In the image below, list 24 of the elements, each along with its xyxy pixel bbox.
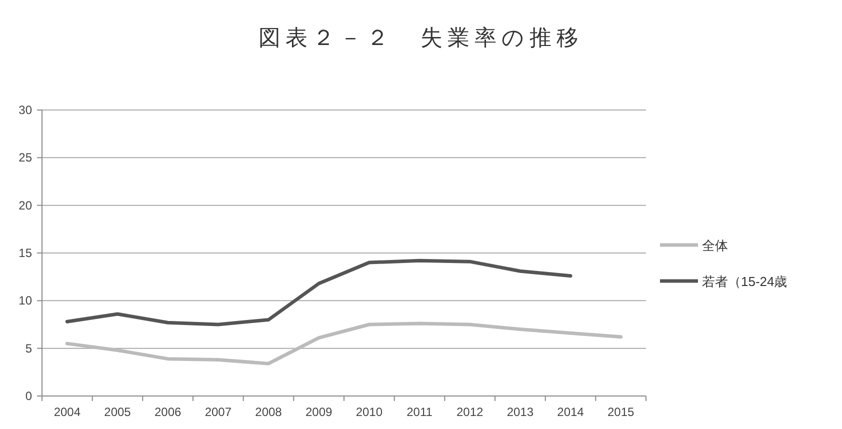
y-tick-label: 0 [25,389,32,403]
x-tick-label: 2009 [305,405,333,419]
y-tick-label: 15 [18,246,32,260]
x-tick-label: 2005 [104,405,132,419]
y-tick-label: 5 [25,341,32,356]
x-tick-label: 2010 [356,405,383,419]
y-tick-label: 20 [18,198,32,212]
line-series [65,258,572,326]
chart-title: 図表２－２ 失業率の推移 [258,25,584,50]
x-tick-label: 2008 [255,405,282,419]
y-tick-label: 30 [18,103,32,117]
x-tick-label: 2006 [154,405,182,419]
x-tick-label: 2004 [54,405,81,419]
x-tick-label: 2015 [607,405,635,419]
x-tick-label: 2014 [557,405,584,419]
y-tick-label: 10 [18,294,32,308]
x-tick-label: 2012 [456,405,484,419]
legend-label: 若者（15-24歳 [702,274,788,289]
x-tick-label: 2011 [406,405,433,419]
line-series [65,322,623,366]
x-tick-label: 2013 [506,405,534,419]
y-tick-label: 25 [18,150,32,165]
legend-label: 全体 [702,238,728,253]
x-tick-label: 2007 [204,405,232,419]
